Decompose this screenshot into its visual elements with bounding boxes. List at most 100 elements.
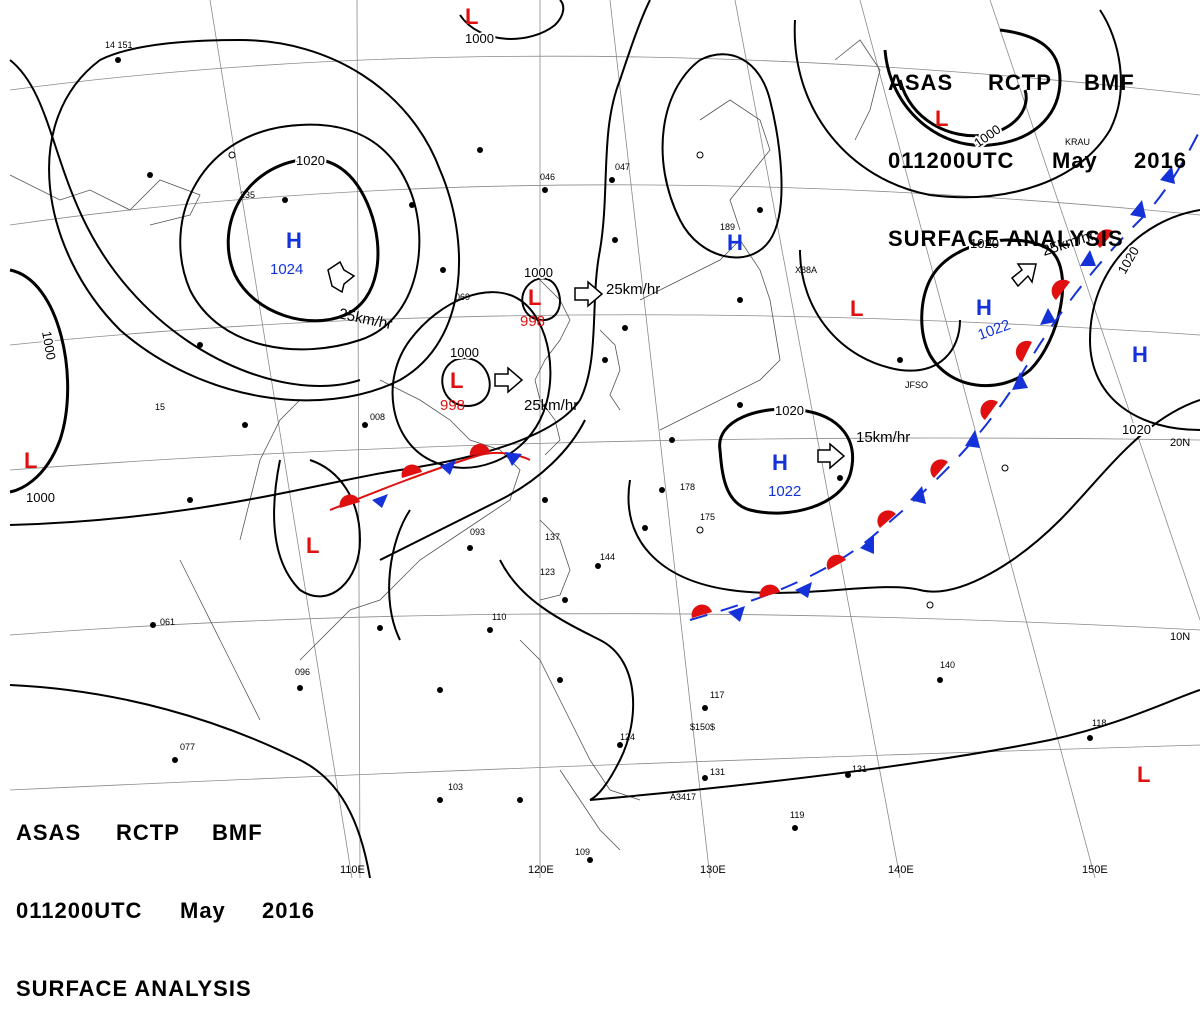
isobar-label: 1000 (465, 31, 494, 46)
svg-text:109: 109 (575, 847, 590, 857)
svg-text:077: 077 (180, 742, 195, 752)
station-id: KRAU (1065, 137, 1090, 147)
lon-label: 150E (1082, 864, 1108, 876)
high-center-letter: H (1132, 342, 1148, 367)
title-year: 2016 (1134, 148, 1187, 173)
svg-text:046: 046 (540, 172, 555, 182)
title-time-line: 011200UTC May 2016 (16, 898, 315, 924)
low-center-value: 998 (440, 397, 465, 414)
high-center-letter: H (772, 450, 788, 475)
isobar-label: 1020 (970, 236, 999, 251)
title-month: May (180, 898, 226, 923)
high-center-letter: H (286, 228, 302, 253)
isobar-label: 1020 (296, 153, 325, 168)
title-month: May (1052, 148, 1098, 173)
title-analysis-line: SURFACE ANALYSIS (888, 226, 1124, 251)
svg-text:131: 131 (852, 764, 867, 774)
svg-text:137: 137 (545, 532, 560, 542)
station-id: $150$ (690, 722, 715, 732)
svg-text:093: 093 (470, 527, 485, 537)
svg-text:119: 119 (790, 810, 804, 820)
low-center-value: 998 (520, 313, 545, 330)
svg-text:131: 131 (710, 767, 725, 777)
svg-text:069: 069 (455, 292, 470, 302)
movement-arrow-icon (494, 366, 524, 394)
movement-label: 15km/hr (856, 429, 910, 446)
station-plots (115, 57, 1093, 863)
movement-arrows (327, 260, 1037, 470)
station-id: A3417 (670, 792, 696, 802)
svg-text:047: 047 (615, 162, 630, 172)
movement-label: 25km/hr (606, 281, 660, 298)
svg-text:096: 096 (295, 667, 310, 677)
low-center-letter: L (465, 4, 478, 29)
title-agency-line: ASAS RCTP BMF (888, 70, 1187, 96)
isobar-label: 1020 (775, 403, 804, 418)
low-center-letter: L (306, 533, 319, 558)
low-center-letter: L (24, 448, 37, 473)
low-center-letter: L (1137, 762, 1150, 787)
warm-front-symbols (339, 229, 1114, 618)
svg-text:061: 061 (160, 617, 175, 627)
low-center-letter: L (850, 296, 863, 321)
movement-arrow-icon (574, 280, 604, 308)
title-block-top: ASAS RCTP BMF 011200UTC May 2016 SURFACE ANA… (888, 18, 1187, 278)
station-id: X88A (795, 265, 817, 275)
map-background (0, 0, 1200, 878)
lon-label: 140E (888, 864, 914, 876)
title-station: RCTP (116, 820, 180, 845)
station-numbers: 14 151 235 069 046 047 189 008 15 093 137 144 12… (105, 40, 1106, 857)
graticule (9, 0, 1200, 878)
svg-text:123: 123 (540, 567, 555, 577)
title-time: 011200UTC (16, 898, 143, 923)
svg-text:144: 144 (600, 552, 615, 562)
isobar-label: 1000 (524, 265, 553, 280)
isobar-label: 1000 (26, 490, 55, 505)
svg-text:140: 140 (940, 660, 955, 670)
movement-arrow-icon (1010, 263, 1037, 288)
title-agency-line: ASAS RCTP BMF (16, 820, 315, 846)
lat-label: 20N (1170, 437, 1190, 449)
coastlines (9, 39, 881, 851)
svg-text:15: 15 (155, 402, 165, 412)
high-center-letter: H (727, 230, 743, 255)
lon-label: 120E (528, 864, 554, 876)
movement-label: 25km/hr (524, 397, 578, 414)
svg-text:189: 189 (720, 222, 735, 232)
svg-text:008: 008 (370, 412, 385, 422)
isobar-label: 1000 (450, 345, 479, 360)
title-analysis-line: SURFACE ANALYSIS (16, 976, 252, 1001)
svg-text:118: 118 (1092, 718, 1106, 728)
lon-label: 110E (340, 864, 365, 876)
cold-front-symbols (372, 166, 1175, 622)
title-region: ASAS (16, 820, 82, 845)
weather-map: 14 151 235 069 046 047 189 008 15 093 137 144 12… (0, 0, 1200, 878)
svg-text:178: 178 (680, 482, 695, 492)
title-time-line: 011200UTC May 2016 (888, 148, 1187, 174)
lat-label: 10N (1170, 631, 1190, 643)
svg-text:117: 117 (710, 690, 724, 700)
low-center-letter: L (528, 285, 541, 310)
title-region: ASAS (888, 70, 954, 95)
station-id-labels: JFSO KRAU X88A A3417 $150$ (670, 137, 1090, 802)
high-center-value: 1024 (270, 261, 303, 278)
isobars (9, 0, 1200, 878)
title-code: BMF (212, 820, 263, 845)
svg-text:235: 235 (240, 190, 255, 200)
low-center-letter: L (450, 368, 463, 393)
title-block-bottom: ASAS RCTP BMF 011200UTC May 2016 SURFACE ANA… (16, 768, 315, 1028)
lon-labels: 110E 120E 130E 140E 150E (340, 864, 1108, 876)
svg-text:14 151: 14 151 (105, 40, 133, 50)
low-center-letter: L (935, 106, 948, 131)
svg-text:124: 124 (620, 732, 635, 742)
svg-text:103: 103 (448, 782, 463, 792)
lon-label: 130E (700, 864, 726, 876)
title-code: BMF (1084, 70, 1135, 95)
lat-labels: 20N 10N (1170, 437, 1190, 643)
title-time: 011200UTC (888, 148, 1015, 173)
svg-text:175: 175 (700, 512, 715, 522)
title-station: RCTP (988, 70, 1052, 95)
isobar-label: 1020 (1122, 422, 1151, 437)
high-center-value: 1022 (768, 483, 801, 500)
movement-arrow-icon (327, 260, 356, 294)
